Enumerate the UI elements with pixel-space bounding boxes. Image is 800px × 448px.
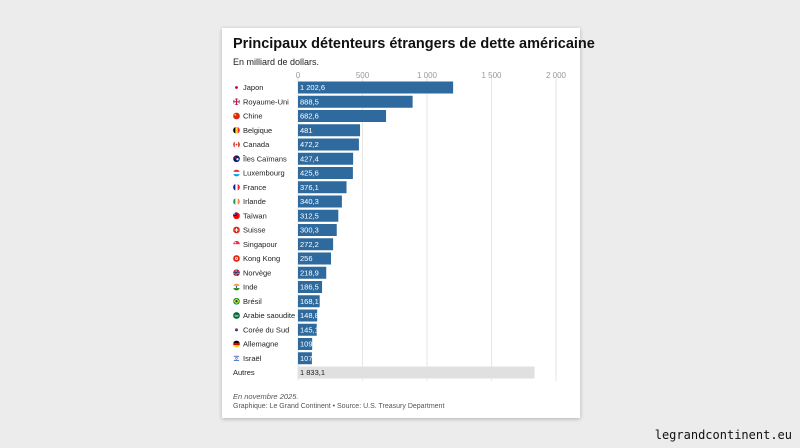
germany-flag-icon: [233, 340, 240, 348]
value-label: 312,5: [300, 211, 319, 220]
bar: [298, 323, 317, 336]
category-label: Canada: [243, 140, 270, 149]
bar: [298, 167, 353, 179]
value-label: 107,7: [300, 354, 319, 363]
category-label: France: [243, 183, 266, 192]
chart-note: En novembre 2025.: [233, 392, 299, 401]
bar: [298, 352, 312, 365]
value-label: 472,2: [300, 140, 319, 149]
singapore-flag-icon: [233, 240, 240, 248]
value-label: 300,3: [300, 226, 319, 235]
x-tick-label: 0: [296, 71, 301, 80]
category-label: Belgique: [243, 126, 272, 135]
value-label: 376,1: [300, 183, 319, 192]
bar: [298, 281, 323, 293]
switzerland-flag-icon: [233, 226, 240, 234]
bar: [298, 295, 320, 308]
value-label: 186,5: [300, 283, 319, 292]
bar-chart: 0 500 1 000 1 500 2 000 Japon 1 202,6 Royaume-U…: [233, 71, 567, 381]
value-label: 340,3: [300, 197, 319, 206]
chart-source: Graphique: Le Grand Continent • Source: …: [233, 403, 445, 410]
brazil-flag-icon: [233, 297, 240, 305]
x-tick-label: 500: [356, 71, 370, 80]
canada-flag-icon: [233, 141, 240, 148]
value-label: 272,2: [300, 240, 319, 249]
bar: [298, 238, 334, 251]
taiwan-flag-icon: [233, 212, 240, 220]
uk-flag-icon: [233, 98, 240, 106]
bar: [298, 266, 327, 279]
bar: [298, 138, 359, 151]
category-label: Norvège: [243, 268, 271, 277]
value-label: 218,9: [300, 268, 319, 277]
india-flag-icon: [233, 283, 240, 291]
israel-flag-icon: [233, 354, 240, 362]
x-tick-label: 1 500: [481, 71, 502, 80]
category-label: Chine: [243, 112, 263, 121]
luxembourg-flag-icon: [233, 169, 240, 177]
category-label: Corée du Sud: [243, 325, 289, 334]
bar: [298, 252, 332, 265]
category-label: Taïwan: [243, 211, 267, 220]
value-label: 168,1: [300, 297, 319, 306]
bar: [298, 309, 318, 322]
ireland-flag-icon: [233, 198, 240, 205]
category-label: Israël: [243, 354, 262, 363]
category-label: Brésil: [243, 297, 262, 306]
chart-card: Principaux détenteurs étrangers de dette…: [222, 28, 595, 418]
category-label: Autres: [233, 368, 255, 377]
category-label: Îles Caïmans: [242, 154, 287, 163]
bar: [298, 338, 313, 350]
bar: [298, 152, 354, 165]
x-tick-label: 1 000: [417, 71, 438, 80]
x-tick-label: 2 000: [546, 71, 567, 80]
bar: [298, 181, 347, 194]
chart-title: Principaux détenteurs étrangers de dette…: [233, 36, 595, 52]
category-label: Japon: [243, 83, 263, 92]
chart-subtitle: En milliard de dollars.: [233, 57, 320, 67]
category-label: Irlande: [243, 197, 266, 206]
bar: [298, 366, 535, 379]
cayman-islands-flag-icon: [233, 155, 240, 163]
value-label: 425,6: [300, 169, 319, 178]
value-label: 256: [300, 254, 313, 263]
bar: [298, 95, 413, 108]
category-label: Royaume-Uni: [243, 97, 289, 106]
category-label: Allemagne: [243, 340, 278, 349]
category-label: Suisse: [243, 226, 266, 235]
bar: [298, 124, 361, 137]
saudi-arabia-flag-icon: [233, 312, 240, 319]
category-label: Inde: [243, 283, 258, 292]
value-label: 481: [300, 126, 313, 135]
bar: [298, 209, 339, 222]
china-flag-icon: [233, 112, 240, 120]
value-label: 1 202,6: [300, 83, 325, 92]
category-label: Singapour: [243, 240, 278, 249]
japan-flag-icon: [233, 84, 240, 91]
value-label: 682,6: [300, 112, 319, 121]
france-flag-icon: [233, 183, 240, 191]
category-label: Luxembourg: [243, 169, 285, 178]
brand-watermark: legrandcontinent.eu: [654, 428, 792, 442]
value-label: 148,8: [300, 311, 319, 320]
norway-flag-icon: [233, 269, 240, 277]
value-label: 888,5: [300, 97, 319, 106]
value-label: 427,4: [300, 154, 319, 163]
hong-kong-flag-icon: [233, 255, 240, 262]
bar: [298, 110, 387, 122]
south-korea-flag-icon: [233, 326, 240, 334]
value-label: 1 833,1: [300, 368, 325, 377]
category-label: Arabie saoudite: [243, 311, 295, 320]
category-label: Kong Kong: [243, 254, 280, 263]
bar: [298, 224, 337, 236]
bar: [298, 81, 454, 94]
bar: [298, 195, 342, 208]
belgium-flag-icon: [233, 126, 240, 134]
value-label: 145,1: [300, 325, 319, 334]
value-label: 109,8: [300, 340, 319, 349]
